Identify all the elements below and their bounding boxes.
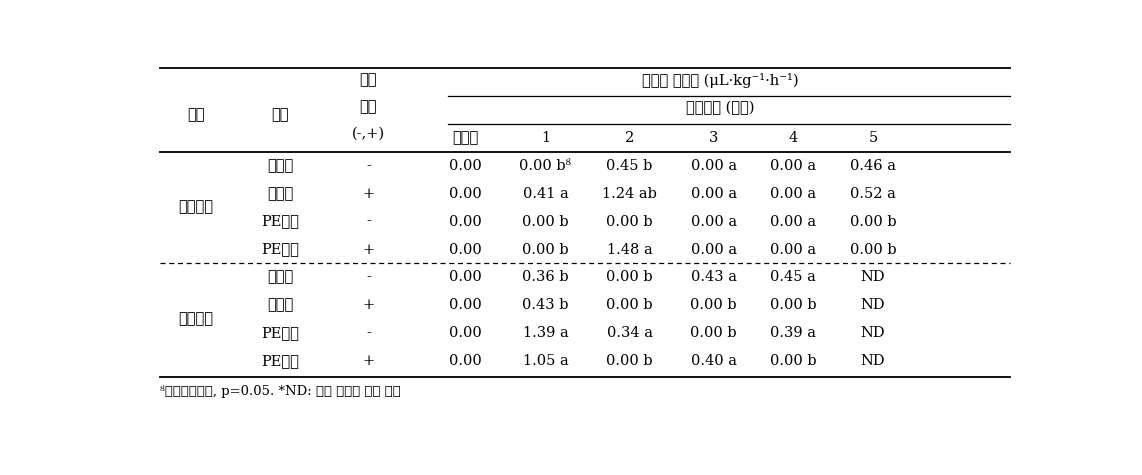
- Text: 0.39 a: 0.39 a: [770, 326, 817, 340]
- Text: 1.39 a: 1.39 a: [523, 326, 569, 340]
- Text: 0.00: 0.00: [450, 298, 482, 313]
- Text: 0.00: 0.00: [450, 326, 482, 340]
- Text: 2: 2: [625, 131, 634, 145]
- Text: 0.00: 0.00: [450, 159, 482, 173]
- Text: 0.00 a: 0.00 a: [691, 215, 737, 228]
- Text: 0.40 a: 0.40 a: [691, 354, 737, 368]
- Text: 0.46 a: 0.46 a: [850, 159, 896, 173]
- Text: PE필름: PE필름: [262, 326, 299, 340]
- Text: 0.00 b: 0.00 b: [606, 270, 653, 285]
- Text: 에틸렬 발생량 (μL·kg⁻¹·h⁻¹): 에틸렬 발생량 (μL·kg⁻¹·h⁻¹): [642, 73, 798, 88]
- Text: 1.48 a: 1.48 a: [606, 243, 652, 256]
- Text: 0.00: 0.00: [450, 243, 482, 256]
- Text: ND: ND: [861, 354, 885, 368]
- Text: PE필름: PE필름: [262, 215, 299, 228]
- Text: 0.00 a: 0.00 a: [770, 187, 817, 200]
- Text: 0.00 b: 0.00 b: [606, 215, 653, 228]
- Text: ND: ND: [861, 270, 885, 285]
- Text: 0.00 a: 0.00 a: [691, 159, 737, 173]
- Text: 탈삽: 탈삽: [360, 74, 377, 87]
- Text: 저장기간 (개월): 저장기간 (개월): [686, 101, 755, 115]
- Text: +: +: [362, 187, 375, 200]
- Text: 3: 3: [709, 131, 718, 145]
- Text: PE필름: PE필름: [262, 243, 299, 256]
- Text: 1.05 a: 1.05 a: [523, 354, 569, 368]
- Text: 유무: 유무: [360, 100, 377, 114]
- Text: -: -: [365, 159, 371, 173]
- Text: 0.00: 0.00: [450, 354, 482, 368]
- Text: 0.00 b: 0.00 b: [522, 243, 569, 256]
- Text: 수확시: 수확시: [452, 131, 478, 145]
- Text: 5: 5: [868, 131, 877, 145]
- Text: 0.00 b: 0.00 b: [690, 298, 737, 313]
- Text: 0.00 a: 0.00 a: [770, 215, 817, 228]
- Text: +: +: [362, 298, 375, 313]
- Text: 0.00 b: 0.00 b: [690, 326, 737, 340]
- Text: 0.00 a: 0.00 a: [770, 243, 817, 256]
- Text: -: -: [365, 326, 371, 340]
- Text: 0.00 a: 0.00 a: [691, 187, 737, 200]
- Text: 0.00 b: 0.00 b: [522, 215, 569, 228]
- Text: 0.36 b: 0.36 b: [522, 270, 569, 285]
- Text: ND: ND: [861, 326, 885, 340]
- Text: (-,+): (-,+): [352, 127, 385, 141]
- Text: 무처리: 무처리: [267, 270, 293, 285]
- Text: 0.52 a: 0.52 a: [850, 187, 895, 200]
- Text: 0.00 a: 0.00 a: [770, 159, 817, 173]
- Text: +: +: [362, 243, 375, 256]
- Text: ND: ND: [861, 298, 885, 313]
- Text: 0.00: 0.00: [450, 215, 482, 228]
- Text: 1: 1: [541, 131, 550, 145]
- Text: 0.43 a: 0.43 a: [691, 270, 737, 285]
- Text: 무처리: 무처리: [267, 159, 293, 173]
- Text: 무처리: 무처리: [267, 298, 293, 313]
- Text: PE필름: PE필름: [262, 354, 299, 368]
- Text: +: +: [362, 354, 375, 368]
- Text: 도근조생: 도근조생: [178, 313, 214, 326]
- Text: 0.00 bᴽ: 0.00 bᴽ: [520, 159, 571, 173]
- Text: 무처리: 무처리: [267, 187, 293, 200]
- Text: 0.00: 0.00: [450, 187, 482, 200]
- Text: 0.45 b: 0.45 b: [606, 159, 653, 173]
- Text: 0.00 b: 0.00 b: [606, 298, 653, 313]
- Text: 0.34 a: 0.34 a: [606, 326, 652, 340]
- Text: 0.00 b: 0.00 b: [606, 354, 653, 368]
- Text: 처리: 처리: [271, 108, 289, 123]
- Text: 0.43 b: 0.43 b: [522, 298, 569, 313]
- Text: -: -: [365, 270, 371, 285]
- Text: 4: 4: [789, 131, 798, 145]
- Text: 0.00 a: 0.00 a: [691, 243, 737, 256]
- Text: 0.00 b: 0.00 b: [850, 243, 896, 256]
- Text: 0.00 b: 0.00 b: [770, 354, 817, 368]
- Text: -: -: [365, 215, 371, 228]
- Text: 상주둥시: 상주둥시: [178, 200, 214, 215]
- Text: 0.45 a: 0.45 a: [771, 270, 817, 285]
- Text: 0.00: 0.00: [450, 270, 482, 285]
- Text: 품종: 품종: [187, 108, 204, 123]
- Text: 1.24 ab: 1.24 ab: [602, 187, 657, 200]
- Text: 0.00 b: 0.00 b: [850, 215, 896, 228]
- Text: ᴽ던컨다중검정, p=0.05. *ND: 과실 연화로 측정 불가: ᴽ던컨다중검정, p=0.05. *ND: 과실 연화로 측정 불가: [160, 385, 401, 398]
- Text: 0.41 a: 0.41 a: [523, 187, 569, 200]
- Text: 0.00 b: 0.00 b: [770, 298, 817, 313]
